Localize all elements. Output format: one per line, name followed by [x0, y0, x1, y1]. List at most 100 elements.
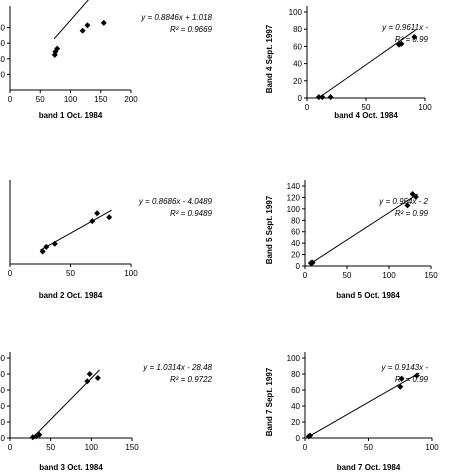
data-point — [413, 372, 420, 379]
y-tick-label: 80 — [291, 216, 300, 225]
x-tick-label: 100 — [425, 443, 439, 452]
x-tick-label: 100 — [124, 269, 138, 278]
y-tick-label: 40 — [0, 55, 6, 64]
x-tick-label: 150 — [94, 95, 108, 104]
y-tick-label: 60 — [291, 386, 300, 395]
x-tick-label: 50 — [46, 443, 55, 452]
y-tick-label: 0 — [296, 434, 301, 443]
x-axis-label: band 1 Oct. 1984 — [39, 111, 103, 120]
data-point — [315, 94, 322, 101]
data-point — [397, 383, 404, 390]
data-point — [412, 193, 419, 200]
x-tick-label: 200 — [124, 95, 138, 104]
y-tick-label: 100 — [289, 8, 303, 17]
x-tick-label: 0 — [8, 269, 13, 278]
x-tick-label: 0 — [303, 271, 308, 280]
y-tick-label: 100 — [287, 354, 301, 363]
y-tick-label: 80 — [0, 370, 6, 379]
x-tick-label: 50 — [362, 103, 371, 112]
x-axis-label: band 2 Oct. 1984 — [39, 291, 103, 300]
r-squared-label: R² = 0.9489 — [170, 209, 213, 218]
y-tick-label: 80 — [291, 370, 300, 379]
x-tick-label: 100 — [382, 271, 396, 280]
data-point — [89, 218, 96, 225]
data-point — [51, 240, 58, 247]
trendline-equation: y = 0.954x - 2 — [378, 197, 428, 206]
r-squared-label: R² = 0.99 — [395, 35, 429, 44]
y-tick-label: 100 — [287, 205, 301, 214]
x-tick-label: 0 — [8, 95, 13, 104]
r-squared-label: R² = 0.99 — [395, 375, 429, 384]
trendline — [309, 193, 418, 265]
data-point — [94, 375, 101, 381]
scatter-panel-4: 0 50 100 150 0 20 40 60 80 100 120 140 band 5 Oct. 1… — [265, 180, 438, 300]
r-squared-label: R² = 0.99 — [395, 209, 429, 218]
data-point — [409, 191, 416, 197]
y-tick-label: 20 — [293, 77, 302, 86]
data-point — [79, 27, 86, 34]
y-tick-label: 40 — [293, 60, 302, 69]
x-tick-label: 100 — [64, 95, 78, 104]
data-point — [54, 45, 61, 52]
trendline — [53, 0, 89, 40]
x-axis-label: band 3 Oct. 1984 — [39, 463, 103, 472]
r-squared-label: R² = 0.9669 — [170, 25, 213, 34]
x-tick-label: 100 — [418, 103, 432, 112]
x-tick-label: 150 — [424, 271, 438, 280]
data-point — [36, 431, 43, 438]
y-axis-label: Band 4 Sept. 1997 — [265, 24, 274, 93]
data-point — [404, 202, 411, 209]
data-point — [411, 33, 418, 40]
data-point — [106, 214, 113, 221]
y-tick-label: 20 — [291, 418, 300, 427]
x-tick-label: 150 — [125, 443, 139, 452]
trendline — [317, 29, 416, 100]
y-tick-label: 60 — [291, 228, 300, 237]
x-tick-label: 50 — [343, 271, 352, 280]
y-tick-label: 140 — [287, 182, 301, 191]
y-tick-label: 40 — [291, 239, 300, 248]
data-point — [327, 94, 334, 101]
data-point — [94, 210, 101, 217]
y-tick-label: 40 — [0, 402, 6, 411]
x-tick-label: 50 — [36, 95, 45, 104]
trendline-equation: y = 0.8686x - 4.0489 — [138, 197, 213, 206]
x-axis-label: band 5 Oct. 1984 — [336, 291, 400, 300]
x-tick-label: 0 — [303, 443, 308, 452]
y-tick-label: 20 — [291, 251, 300, 260]
y-axis-label: Band 5 Sept. 1997 — [265, 195, 274, 264]
y-tick-label: 60 — [0, 386, 6, 395]
r-squared-label: R² = 0.9722 — [170, 375, 213, 384]
y-tick-label: 80 — [0, 24, 6, 33]
trendline — [307, 372, 420, 438]
y-tick-label: 40 — [291, 402, 300, 411]
data-point — [84, 378, 91, 385]
data-point — [309, 259, 316, 266]
x-tick-label: 0 — [305, 103, 310, 112]
data-point — [84, 22, 91, 29]
data-point — [398, 375, 405, 382]
x-tick-label: 50 — [66, 269, 75, 278]
scatter-panel-3: 0 50 100 band 2 Oct. 1984 y = 0.8686x - 4.04… — [8, 180, 213, 300]
data-point — [39, 248, 46, 255]
y-tick-label: 60 — [0, 39, 6, 48]
y-tick-label: 100 — [0, 354, 6, 363]
trendline-equation: y = 0.9143x - — [381, 363, 429, 372]
y-tick-label: 0 — [1, 434, 6, 443]
y-axis-label: Band 7 Sept. 1997 — [265, 367, 274, 436]
x-tick-label: 100 — [85, 443, 99, 452]
y-tick-label: 0 — [298, 94, 303, 103]
y-tick-label: 80 — [293, 25, 302, 34]
x-axis-label: band 7 Oct. 1984 — [337, 463, 401, 472]
data-point — [307, 432, 314, 439]
trendline-equation: y = 1.0314x - 28.48 — [142, 363, 212, 372]
scatter-panel-5: 0 50 100 150 0 20 40 60 80 100 band 3 Oct. 1984 y =… — [0, 352, 213, 472]
data-point — [86, 371, 93, 377]
x-tick-label: 50 — [364, 443, 373, 452]
x-axis-label: band 4 Oct. 1984 — [334, 111, 398, 120]
y-tick-label: 0 — [296, 262, 301, 271]
data-point — [43, 243, 50, 250]
scatter-panel-2: 0 50 100 0 20 40 60 80 100 band 4 Oct. 1984 Band 4… — [265, 6, 432, 120]
trendline-equation: y = 0.8846x + 1.018 — [140, 13, 212, 22]
